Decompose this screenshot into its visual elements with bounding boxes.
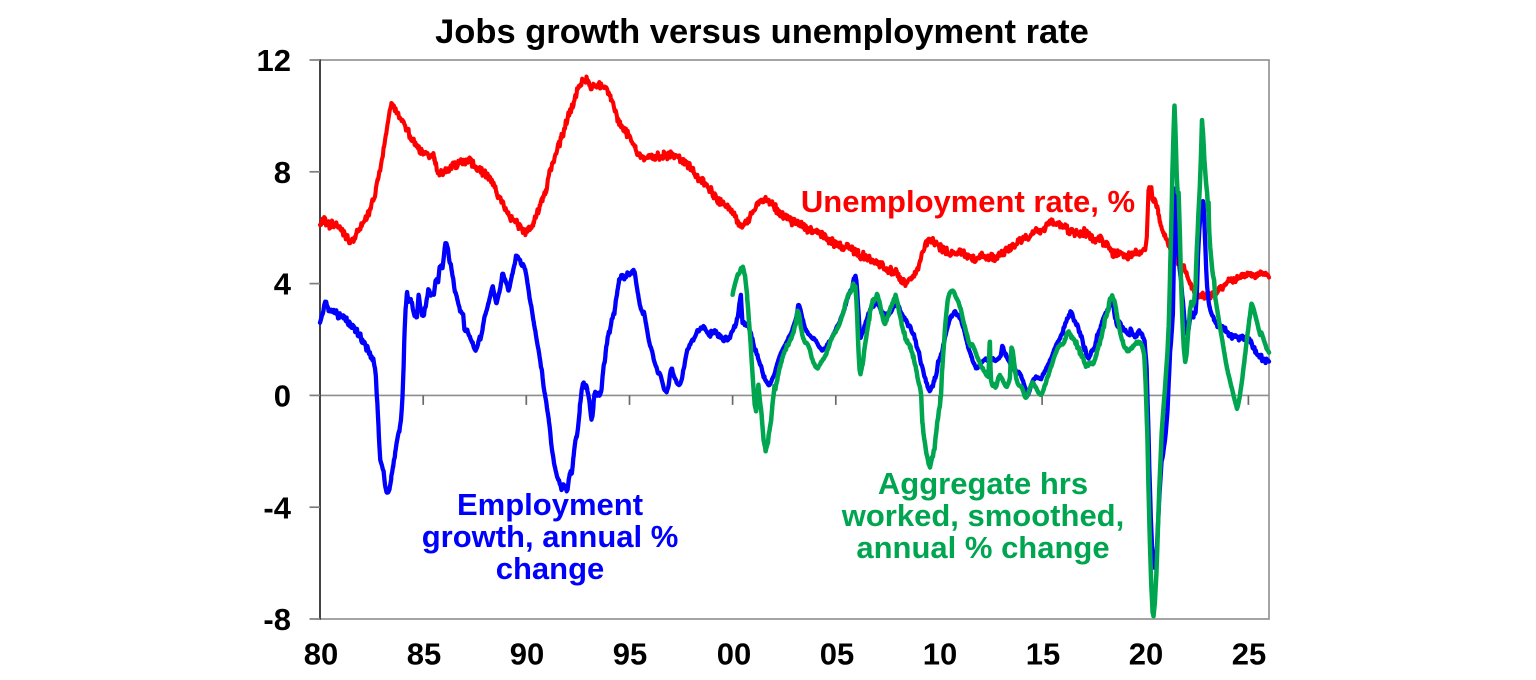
svg-text:20: 20 [1129, 637, 1163, 672]
svg-text:4: 4 [274, 267, 292, 302]
svg-text:Unemployment rate, %: Unemployment rate, % [801, 184, 1135, 219]
svg-text:00: 00 [717, 637, 751, 672]
svg-text:Employment: Employment [457, 487, 643, 522]
svg-text:8: 8 [274, 155, 291, 190]
svg-text:85: 85 [407, 637, 441, 672]
svg-text:annual % change: annual % change [856, 530, 1109, 565]
svg-text:95: 95 [613, 637, 647, 672]
svg-text:worked, smoothed,: worked, smoothed, [841, 498, 1124, 533]
svg-text:-8: -8 [263, 602, 291, 637]
svg-text:growth, annual %: growth, annual % [422, 519, 679, 554]
svg-text:15: 15 [1026, 637, 1060, 672]
svg-text:-4: -4 [263, 490, 291, 525]
svg-text:10: 10 [923, 637, 957, 672]
svg-text:0: 0 [274, 379, 291, 414]
svg-text:05: 05 [820, 637, 854, 672]
svg-text:Aggregate hrs: Aggregate hrs [878, 466, 1088, 501]
svg-text:25: 25 [1232, 637, 1266, 672]
svg-text:90: 90 [510, 637, 544, 672]
svg-text:change: change [496, 551, 605, 586]
svg-text:80: 80 [304, 637, 338, 672]
svg-text:12: 12 [257, 43, 291, 78]
svg-text:Jobs growth versus unemploymen: Jobs growth versus unemployment rate [435, 13, 1089, 51]
